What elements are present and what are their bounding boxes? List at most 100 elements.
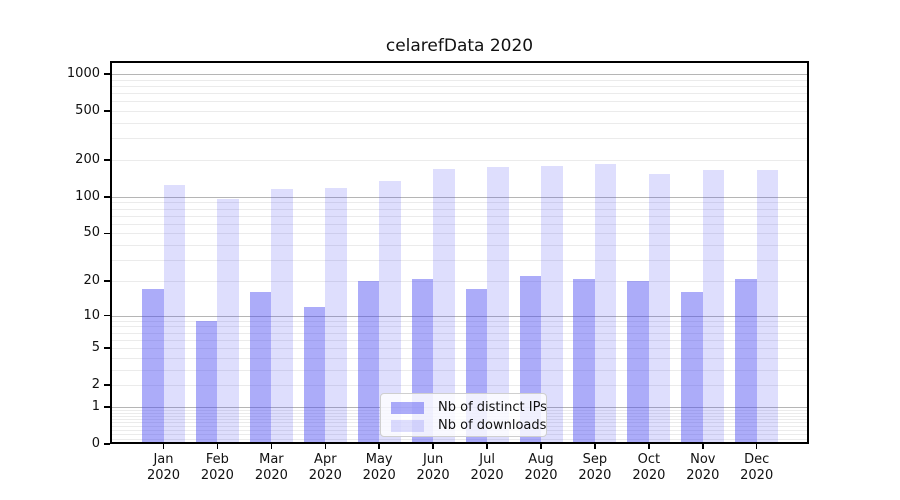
bar-distinct-ips-nov: [681, 292, 703, 444]
x-tick-mark: [540, 444, 542, 449]
bar-downloads-apr: [325, 188, 347, 444]
x-tick-label: Jan 2020: [146, 452, 181, 483]
bar-downloads-jul: [487, 166, 509, 444]
y-tick-mark: [104, 232, 110, 235]
minor-gridline: [110, 245, 809, 247]
x-tick-mark: [755, 444, 758, 449]
minor-gridline: [110, 85, 809, 87]
bar-downloads-jan: [163, 185, 185, 444]
x-tick-mark: [648, 444, 650, 449]
x-tick-mark: [378, 444, 380, 449]
bar-distinct-ips-dec: [735, 278, 757, 444]
minor-gridline: [110, 320, 809, 322]
bar-distinct-ips-jan: [142, 289, 164, 444]
bar-distinct-ips-mar: [249, 292, 272, 444]
y-tick-label: 20: [83, 272, 100, 288]
x-tick-mark: [486, 444, 488, 449]
minor-gridline: [110, 160, 809, 161]
legend-label-distinct-ips: Nb of distinct IPs: [438, 400, 547, 415]
minor-gridline: [110, 260, 809, 262]
minor-gridline: [110, 280, 809, 282]
x-tick-label: Mar 2020: [254, 452, 288, 483]
bar-downloads-mar: [271, 189, 293, 444]
y-tick-mark: [104, 110, 110, 112]
y-tick-mark: [104, 159, 110, 161]
y-tick-label: 200: [75, 152, 100, 167]
minor-gridline: [110, 202, 809, 204]
minor-gridline: [110, 215, 809, 217]
legend-swatch-distinct-ips: [391, 401, 424, 414]
minor-gridline: [110, 332, 809, 334]
bar-downloads-aug: [541, 165, 563, 444]
minor-gridline: [110, 385, 809, 387]
bar-distinct-ips-apr: [303, 306, 326, 444]
x-tick-label: Apr 2020: [308, 452, 342, 483]
y-tick-mark: [104, 314, 110, 317]
major-gridline: [110, 315, 809, 317]
x-tick-mark: [432, 444, 434, 449]
x-tick-mark: [594, 444, 596, 449]
minor-gridline: [110, 233, 809, 235]
legend-swatch-downloads: [391, 419, 424, 432]
minor-gridline: [110, 111, 809, 113]
minor-gridline: [110, 326, 809, 328]
minor-gridline: [110, 101, 809, 103]
bar-distinct-ips-oct: [627, 280, 649, 444]
y-tick-mark: [104, 280, 110, 282]
bar-distinct-ips-sep: [573, 278, 595, 444]
bar-downloads-feb: [217, 199, 239, 444]
minor-gridline: [110, 339, 809, 341]
y-tick-mark: [104, 406, 110, 408]
plot-area: [110, 61, 809, 444]
y-tick-label: 2: [91, 377, 100, 393]
x-tick-mark: [270, 444, 273, 449]
legend-row: Nb of distinct IPs: [391, 399, 547, 416]
legend-label-downloads: Nb of downloads: [438, 418, 547, 433]
y-tick-label: 5: [91, 340, 100, 355]
minor-gridline: [110, 348, 809, 349]
minor-gridline: [110, 369, 809, 371]
major-gridline: [110, 74, 809, 75]
y-tick-label: 0: [91, 436, 100, 451]
bar-downloads-nov: [702, 169, 725, 444]
y-tick-mark: [104, 73, 110, 75]
x-tick-label: Jul 2020: [470, 452, 504, 483]
legend: Nb of distinct IPs Nb of downloads: [380, 393, 547, 437]
x-tick-mark: [162, 444, 165, 449]
minor-gridline: [110, 138, 809, 140]
bar-downloads-may: [379, 181, 401, 444]
x-tick-label: Sep 2020: [578, 452, 612, 483]
minor-gridline: [110, 93, 809, 95]
minor-gridline: [110, 208, 809, 210]
x-tick-label: May 2020: [362, 452, 396, 483]
x-tick-label: Oct 2020: [632, 452, 666, 483]
minor-gridline: [110, 123, 809, 124]
y-tick-mark: [104, 196, 110, 198]
y-tick-mark: [104, 443, 110, 445]
chart-title: celarefData 2020: [385, 36, 534, 56]
bar-downloads-oct: [648, 174, 671, 444]
bar-distinct-ips-feb: [195, 320, 218, 444]
bar-downloads-jun: [433, 168, 455, 444]
x-tick-label: Feb 2020: [200, 452, 234, 483]
minor-gridline: [110, 357, 809, 359]
y-tick-mark: [104, 384, 110, 386]
x-tick-label: Jun 2020: [416, 452, 450, 483]
minor-gridline: [110, 79, 809, 81]
minor-gridline: [110, 223, 809, 225]
x-tick-mark: [324, 444, 327, 449]
legend-row: Nb of downloads: [391, 417, 546, 434]
y-tick-label: 100: [75, 188, 100, 204]
bar-downloads-dec: [756, 169, 779, 444]
y-tick-mark: [104, 347, 110, 349]
x-tick-label: Dec 2020: [740, 452, 774, 483]
x-tick-label: Aug 2020: [524, 452, 558, 483]
bar-distinct-ips-may: [357, 280, 380, 444]
x-tick-mark: [216, 444, 219, 449]
x-tick-label: Nov 2020: [686, 452, 720, 483]
major-gridline: [110, 196, 809, 198]
minor-gridline: [110, 438, 809, 440]
y-tick-label: 1: [91, 398, 100, 414]
y-tick-label: 1000: [66, 66, 100, 81]
